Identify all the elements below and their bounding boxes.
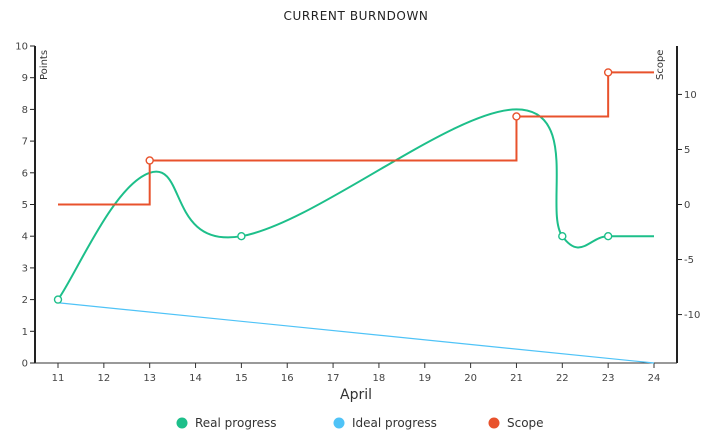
left-tick-label: 1 (22, 327, 28, 338)
left-tick-label: 10 (15, 42, 28, 53)
left-axis-title: Points (39, 50, 50, 80)
x-tick-label: 23 (602, 373, 615, 384)
real-progress-point[interactable] (558, 231, 567, 241)
ideal-progress-line (57, 302, 655, 364)
series-markers-group (53, 68, 613, 304)
x-tick-label: 12 (97, 373, 110, 384)
right-tick-label: 10 (684, 90, 697, 101)
x-tick-label: 17 (327, 373, 340, 384)
x-tick-label: 19 (418, 373, 431, 384)
legend: Real progress Ideal progress Scope (176, 416, 544, 430)
scope-point[interactable] (145, 156, 154, 165)
right-tick-label: -5 (684, 255, 694, 266)
x-tick-label: 11 (52, 373, 65, 384)
left-tick-label: 7 (22, 137, 28, 148)
x-tick-label: 15 (235, 373, 248, 384)
x-tick-label: 22 (556, 373, 569, 384)
x-tick-label: 20 (464, 373, 477, 384)
x-tick-label: 18 (373, 373, 386, 384)
scope-point[interactable] (603, 68, 613, 77)
left-tick-label: 0 (22, 359, 28, 370)
legend-item-scope[interactable]: Scope (488, 416, 544, 430)
left-tick-label: 6 (22, 168, 28, 179)
legend-swatch (488, 417, 500, 429)
legend-item-ideal-progress[interactable]: Ideal progress (333, 416, 437, 430)
legend-item-real-progress[interactable]: Real progress (176, 416, 277, 430)
right-axis-title: Scope (655, 50, 666, 80)
right-tick-label: 5 (684, 145, 690, 156)
legend-label: Ideal progress (352, 416, 437, 430)
x-tick-label: 16 (281, 373, 294, 384)
series-lines-group (57, 71, 655, 364)
left-tick-label: 5 (22, 200, 28, 211)
left-tick-label: 8 (22, 105, 28, 116)
legend-label: Scope (507, 416, 544, 430)
real-progress-point[interactable] (53, 295, 63, 304)
x-tick-label: 21 (510, 373, 523, 384)
x-axis-title: April (340, 387, 372, 403)
real-progress-point[interactable] (237, 231, 246, 241)
real-progress-point[interactable] (603, 231, 613, 241)
left-tick-label: 4 (22, 232, 28, 243)
right-tick-label: -10 (684, 310, 700, 321)
legend-swatch (333, 417, 345, 429)
scope-line (58, 71, 654, 206)
chart-title: CURRENT BURNDOWN (284, 9, 429, 23)
x-tick-label: 14 (189, 373, 202, 384)
x-tick-label: 24 (648, 373, 661, 384)
legend-swatch (176, 417, 188, 429)
x-tick-label: 13 (143, 373, 156, 384)
right-tick-label: 0 (684, 200, 690, 211)
left-tick-label: 9 (22, 73, 28, 84)
legend-label: Real progress (195, 416, 277, 430)
scope-point[interactable] (512, 112, 521, 121)
left-tick-label: 2 (22, 295, 28, 306)
left-tick-label: 3 (22, 263, 28, 274)
